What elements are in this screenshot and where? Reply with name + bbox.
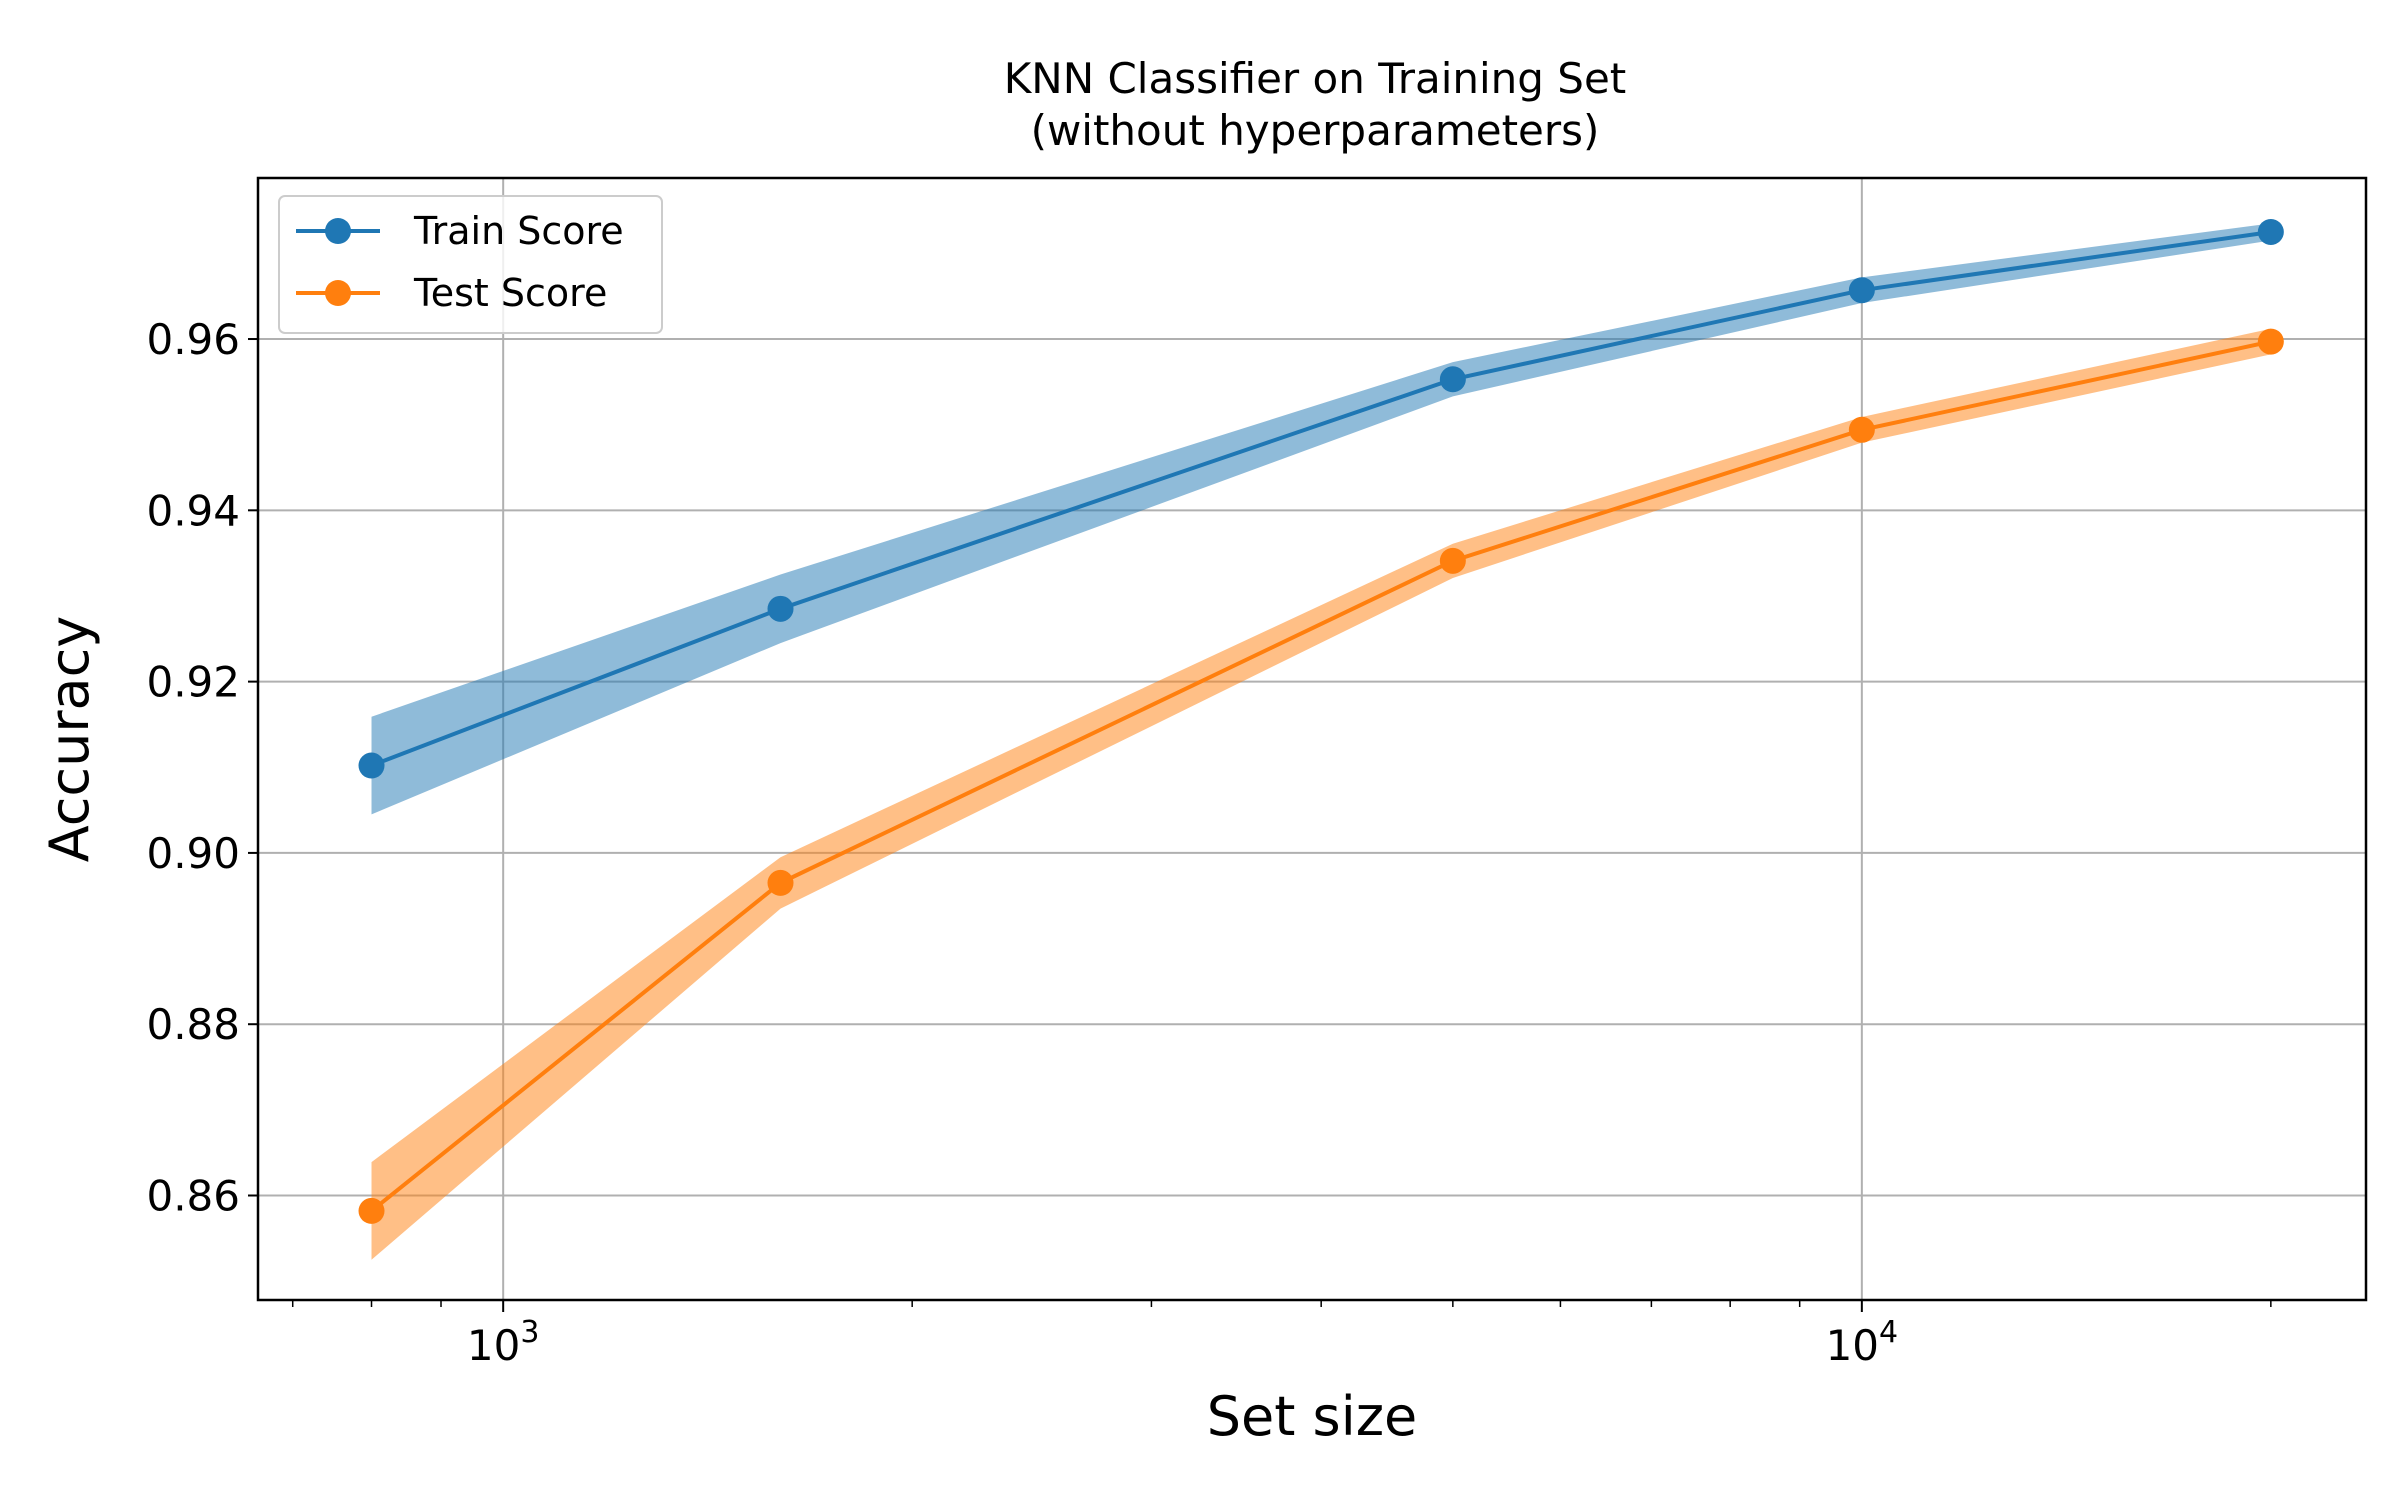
x-tick-label: 104 — [1826, 1315, 1899, 1370]
data-point — [358, 752, 385, 779]
y-tick-label: 0.96 — [146, 315, 240, 364]
data-point — [1439, 547, 1466, 574]
data-point — [2257, 328, 2284, 355]
y-tick-label: 0.92 — [146, 658, 240, 707]
y-tick-label: 0.94 — [146, 486, 240, 535]
confidence-bands — [371, 223, 2271, 1260]
x-axis-label: Set size — [1207, 1385, 1418, 1448]
confidence-band-1 — [371, 328, 2271, 1260]
chart-subtitle: (without hyperparameters) — [1031, 106, 1600, 155]
data-point — [767, 595, 794, 622]
data-point — [1848, 277, 1875, 304]
series-points — [358, 218, 2284, 1224]
legend-marker — [325, 218, 351, 244]
data-point — [358, 1197, 385, 1224]
axis-ticks: 0.86 0.88 0.90 0.92 0.94 0.96 103 104 — [146, 315, 2272, 1370]
legend: Train Score Test Score — [278, 195, 663, 334]
y-tick-label: 0.88 — [146, 1000, 240, 1049]
plot-frame — [256, 176, 2368, 1302]
chart-title: KNN Classifier on Training Set — [1004, 54, 1627, 103]
series-lines — [370, 229, 2272, 1213]
legend-label: Train Score — [413, 209, 624, 253]
y-tick-label: 0.90 — [146, 829, 240, 878]
y-tick-label: 0.86 — [146, 1172, 240, 1221]
legend-marker — [325, 280, 351, 306]
data-point — [1439, 366, 1466, 393]
series-line-1 — [370, 339, 2272, 1213]
data-point — [1848, 416, 1875, 443]
legend-label: Test Score — [413, 271, 607, 315]
data-point — [767, 869, 794, 896]
y-axis-label: Accuracy — [38, 616, 101, 863]
gridlines — [258, 178, 2366, 1300]
data-point — [2257, 218, 2284, 245]
x-tick-label: 103 — [467, 1315, 540, 1370]
